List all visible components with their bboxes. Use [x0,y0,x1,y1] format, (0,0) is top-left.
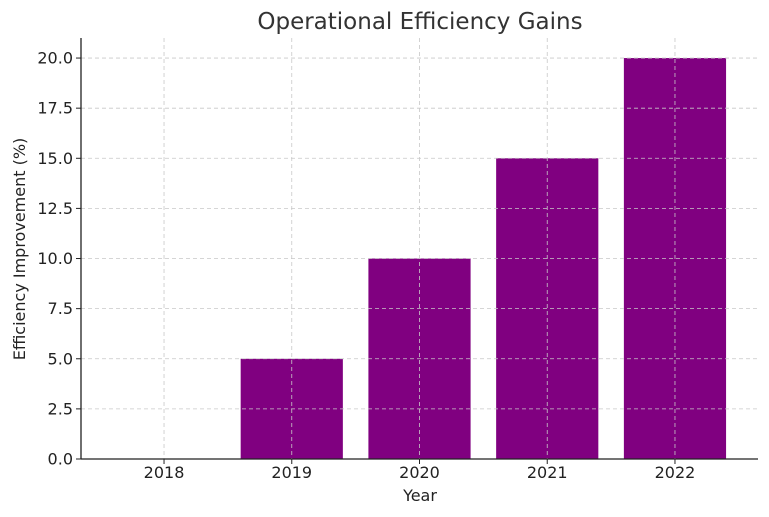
y-tick-label: 17.5 [37,99,73,118]
chart-title: Operational Efficiency Gains [257,9,582,35]
y-ticks: 0.0 2.5 5.0 7.5 10.0 12.5 15.0 17.5 20.0 [37,49,81,469]
y-axis-label: Efficiency Improvement (%) [10,138,29,361]
y-tick-label: 2.5 [48,399,73,418]
y-tick-label: 0.0 [48,450,73,469]
y-tick-label: 20.0 [37,49,73,68]
x-ticks: 2018 2019 2020 2021 2022 [144,459,696,482]
x-axis-label: Year [402,486,437,505]
y-tick-label: 7.5 [48,299,73,318]
y-tick-label: 12.5 [37,199,73,218]
y-tick-label: 5.0 [48,349,73,368]
x-tick-label: 2020 [399,463,440,482]
x-tick-label: 2021 [527,463,568,482]
x-tick-label: 2022 [655,463,696,482]
y-tick-label: 15.0 [37,149,73,168]
x-tick-label: 2018 [144,463,185,482]
y-tick-label: 10.0 [37,249,73,268]
x-tick-label: 2019 [271,463,312,482]
